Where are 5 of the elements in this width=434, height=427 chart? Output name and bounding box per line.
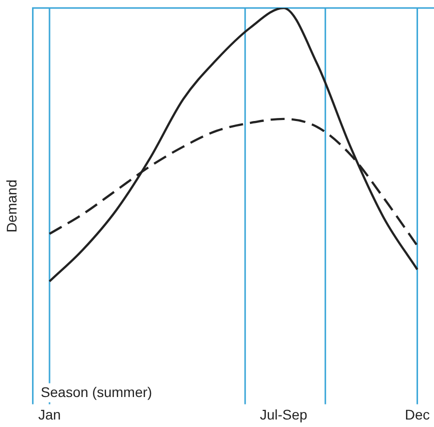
y-axis-title: Demand (3, 180, 20, 233)
annotation: Season (summer) (40, 384, 152, 400)
x-tick-label: Jul-Sep (260, 406, 308, 422)
x-tick-label: Jan (38, 406, 61, 422)
x-tick-label: Dec (404, 406, 430, 422)
